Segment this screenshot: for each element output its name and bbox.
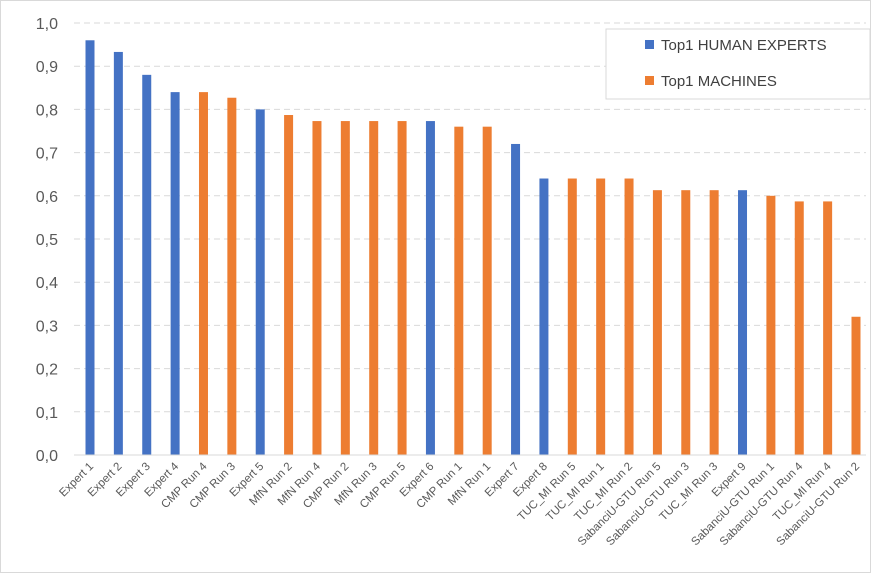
y-tick-label: 1,0: [36, 16, 58, 33]
bar: [425, 121, 435, 456]
bar: [340, 121, 350, 456]
bar: [227, 97, 237, 456]
legend-swatch-machines: [645, 76, 654, 85]
bar: [823, 201, 833, 455]
y-tick-label: 0,9: [36, 59, 58, 76]
y-tick-label: 0,6: [36, 189, 58, 206]
legend: Top1 HUMAN EXPERTS Top1 MACHINES: [605, 28, 871, 100]
bar: [312, 121, 322, 456]
bar: [454, 126, 464, 456]
bar: [397, 121, 407, 456]
bar: [766, 195, 776, 456]
legend-label-experts: Top1 HUMAN EXPERTS: [661, 37, 827, 54]
bar: [511, 143, 521, 455]
bar: [596, 178, 606, 455]
bar: [482, 126, 492, 456]
bar: [681, 190, 691, 455]
y-tick-label: 0,4: [36, 275, 58, 292]
y-tick-label: 0,3: [36, 318, 58, 335]
y-tick-label: 0,7: [36, 146, 58, 163]
bars: [85, 40, 861, 456]
bar: [851, 316, 861, 455]
bar: [85, 40, 95, 455]
bar: [794, 201, 804, 455]
y-tick-label: 0,8: [36, 102, 58, 119]
bar: [255, 109, 265, 456]
bar: [170, 92, 180, 456]
bar: [198, 92, 208, 456]
bar: [284, 115, 294, 456]
y-tick-label: 0,1: [36, 405, 58, 422]
bar: [567, 178, 577, 455]
bar: [142, 74, 152, 455]
legend-label-machines: Top1 MACHINES: [661, 73, 777, 90]
legend-swatch-experts: [645, 40, 654, 49]
bar: [738, 190, 748, 455]
y-tick-label: 0,2: [36, 362, 58, 379]
y-tick-label: 0,0: [36, 448, 58, 465]
y-tick-label: 0,5: [36, 232, 58, 249]
bar: [539, 178, 549, 455]
bar: [652, 190, 662, 455]
bar: [113, 51, 123, 455]
bar: [624, 178, 634, 455]
y-axis-ticks: 0,0 0,1 0,2 0,3 0,4 0,5 0,6 0,7 0,8 0,9 1,0: [36, 16, 58, 465]
bar: [369, 121, 379, 456]
bar: [709, 190, 719, 455]
